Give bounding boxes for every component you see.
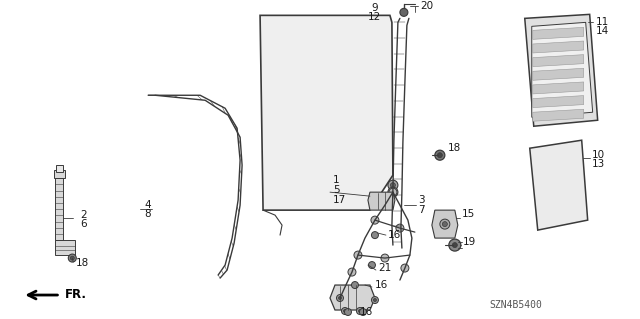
Polygon shape (532, 55, 584, 67)
Circle shape (354, 251, 362, 259)
Polygon shape (368, 192, 395, 210)
Polygon shape (330, 285, 375, 310)
Text: 15: 15 (462, 209, 475, 219)
Polygon shape (532, 68, 584, 80)
Text: 6: 6 (80, 219, 87, 229)
Text: 16: 16 (360, 307, 373, 317)
Polygon shape (532, 96, 584, 108)
Circle shape (381, 254, 389, 262)
Polygon shape (532, 109, 584, 121)
Text: 14: 14 (596, 26, 609, 36)
Text: 10: 10 (591, 150, 605, 160)
Text: 17: 17 (333, 195, 346, 205)
Polygon shape (532, 41, 584, 53)
Text: 7: 7 (418, 205, 424, 215)
Polygon shape (432, 210, 458, 238)
Circle shape (348, 268, 356, 276)
Circle shape (371, 297, 378, 303)
Circle shape (437, 153, 442, 158)
Circle shape (389, 188, 397, 196)
Text: 1: 1 (333, 175, 340, 185)
Text: 2: 2 (80, 210, 87, 220)
Circle shape (449, 239, 461, 251)
Circle shape (440, 219, 450, 229)
Circle shape (339, 297, 342, 300)
Polygon shape (56, 165, 63, 172)
Text: 20: 20 (420, 1, 433, 11)
Polygon shape (260, 15, 393, 210)
Text: 18: 18 (76, 258, 90, 268)
Circle shape (396, 224, 404, 232)
Circle shape (369, 262, 376, 269)
Circle shape (373, 299, 376, 301)
Text: 3: 3 (418, 195, 424, 205)
Text: FR.: FR. (65, 287, 87, 300)
Circle shape (356, 308, 364, 315)
Circle shape (344, 309, 346, 313)
Circle shape (358, 309, 362, 313)
Text: 8: 8 (144, 209, 151, 219)
Text: 16: 16 (388, 230, 401, 240)
Circle shape (400, 8, 408, 16)
Circle shape (435, 150, 445, 160)
Circle shape (70, 256, 74, 260)
Circle shape (344, 308, 351, 315)
Polygon shape (525, 14, 598, 126)
Text: 11: 11 (596, 17, 609, 27)
Circle shape (388, 180, 398, 190)
Circle shape (360, 308, 367, 315)
Circle shape (337, 294, 344, 301)
Text: 12: 12 (368, 12, 381, 22)
Circle shape (390, 183, 396, 188)
Circle shape (371, 232, 378, 239)
Circle shape (351, 282, 358, 289)
Circle shape (68, 254, 76, 262)
Polygon shape (54, 170, 65, 178)
Text: 4: 4 (144, 200, 151, 210)
Text: 13: 13 (591, 159, 605, 169)
Polygon shape (532, 27, 584, 39)
Polygon shape (55, 175, 63, 240)
Text: 18: 18 (448, 143, 461, 153)
Circle shape (452, 242, 458, 248)
Polygon shape (532, 22, 593, 117)
Polygon shape (532, 82, 584, 94)
Circle shape (388, 187, 398, 197)
Circle shape (342, 308, 348, 315)
Text: 9: 9 (372, 4, 378, 13)
Circle shape (371, 216, 379, 224)
Text: 5: 5 (333, 185, 340, 195)
Circle shape (442, 222, 447, 226)
Text: 21: 21 (378, 263, 391, 273)
Text: 19: 19 (463, 237, 476, 247)
Text: 16: 16 (375, 280, 388, 290)
Polygon shape (530, 140, 588, 230)
Circle shape (401, 264, 409, 272)
Polygon shape (55, 240, 76, 255)
Text: SZN4B5400: SZN4B5400 (490, 300, 543, 310)
